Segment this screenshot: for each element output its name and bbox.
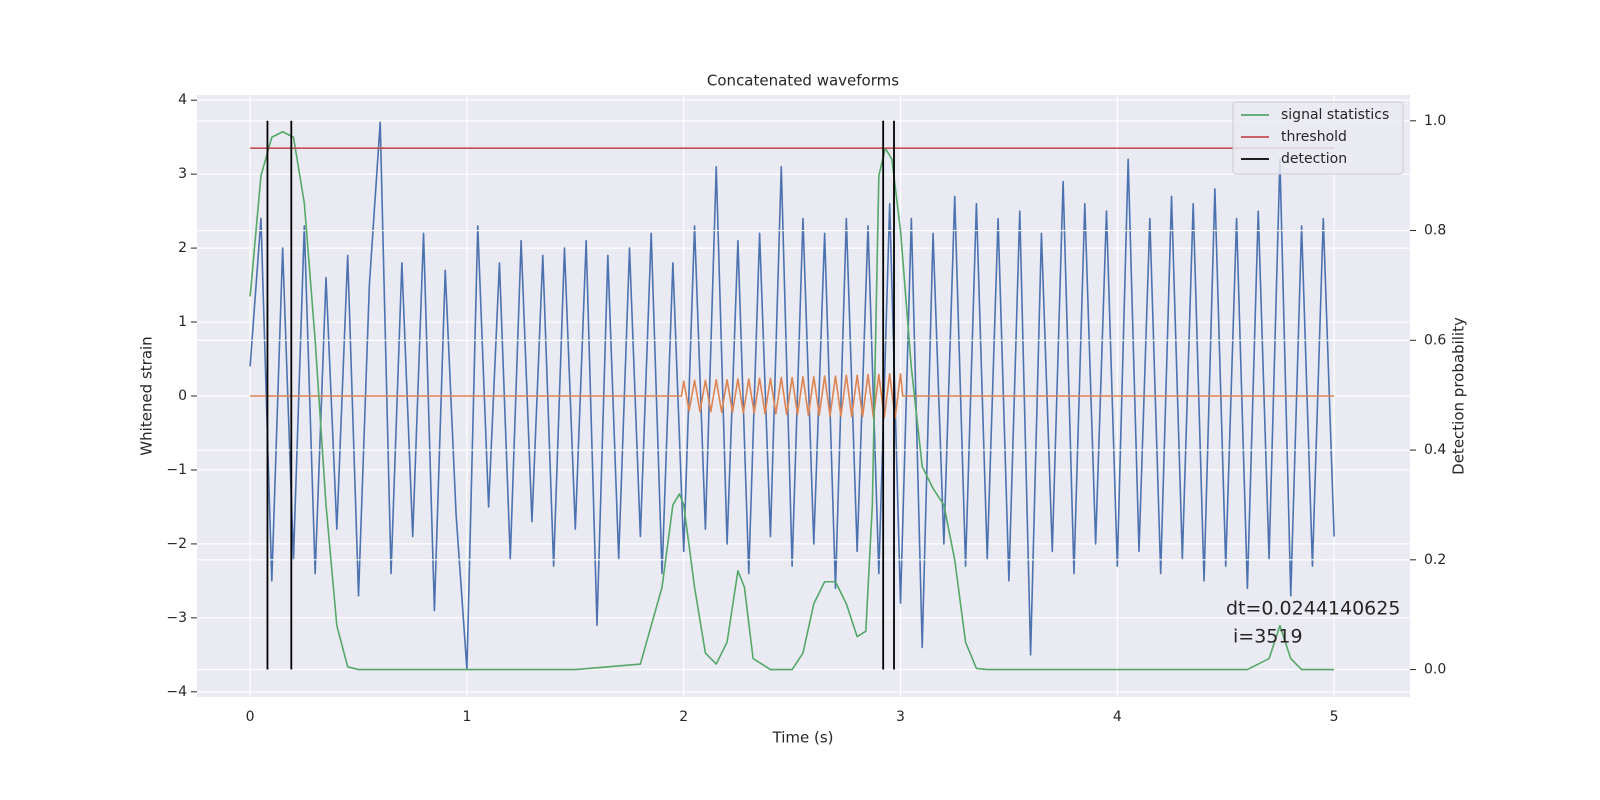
y2-tick-label: 0.0: [1424, 662, 1446, 678]
x-tick-label: 2: [679, 709, 688, 725]
y-axis-label: Whitened strain: [138, 336, 156, 455]
x-tick-label: 3: [896, 709, 905, 725]
legend-label: threshold: [1281, 129, 1347, 145]
legend-label: detection: [1281, 151, 1347, 167]
y2-tick-label: 0.8: [1424, 223, 1446, 239]
series-line: [250, 373, 1335, 419]
annotation: i=3519: [1233, 626, 1303, 648]
x-tick-label: 0: [246, 709, 255, 725]
y2-axis-label: Detection probability: [1450, 317, 1468, 475]
series-line: [249, 130, 1335, 671]
y-tick-label: 2: [178, 240, 187, 256]
y-tick-label: 4: [178, 92, 187, 108]
y2-tick-label: 1.0: [1424, 113, 1446, 129]
x-axis-label: Time (s): [772, 729, 834, 747]
chart-title: Concatenated waveforms: [707, 72, 899, 90]
y2-tick-label: 0.6: [1424, 332, 1446, 348]
legend-label: signal statistics: [1281, 107, 1389, 123]
y-tick-label: −2: [166, 536, 187, 552]
legend-box: [1232, 101, 1404, 175]
x-tick-label: 4: [1113, 709, 1122, 725]
x-tick-label: 5: [1330, 709, 1339, 725]
legend: signal statistics threshold detection: [1232, 101, 1404, 175]
y-tick-label: 1: [178, 314, 187, 330]
y2-tick-label: 0.2: [1424, 552, 1446, 568]
series-line: [249, 121, 1335, 671]
y-tick-label: −1: [166, 462, 187, 478]
y-tick-label: 0: [178, 388, 187, 404]
x-tick-label: 1: [462, 709, 471, 725]
y-tick-label: −4: [166, 684, 187, 700]
plot-layer: [197, 95, 1410, 697]
y-tick-label: −3: [166, 610, 187, 626]
y-tick-label: 3: [178, 166, 187, 182]
y2-tick-label: 0.4: [1424, 442, 1446, 458]
annotation: dt=0.0244140625: [1226, 598, 1400, 620]
